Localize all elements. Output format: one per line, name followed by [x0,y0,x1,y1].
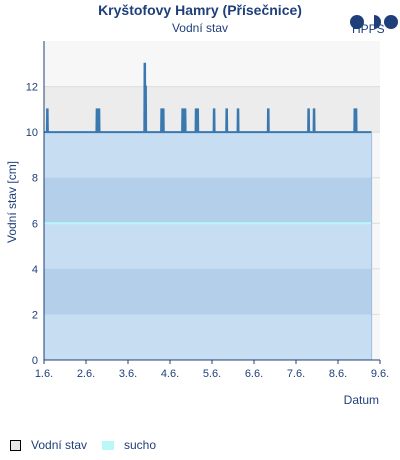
legend-label-vodni-stav: Vodní stav [31,438,88,452]
x-tick-label: 5.6. [203,368,221,380]
plot-band-upper [44,86,380,133]
legend-item-sucho[interactable]: sucho [102,438,156,452]
area-band [44,268,372,315]
legend-swatch-vodni-stav [10,439,21,451]
legend-item-vodni-stav[interactable]: Vodní stav [10,438,87,452]
x-tick-label: 6.6. [245,368,263,380]
x-tick-label: 2.6. [77,368,95,380]
logo-text: HPPS [352,22,385,36]
y-tick-label: 4 [32,264,38,276]
y-axis-label: Vodní stav [cm] [5,161,19,243]
hpps-logo-icon [350,15,398,29]
y-tick-label: 10 [26,127,38,139]
series-line [44,62,372,134]
y-tick-label: 6 [32,218,38,230]
x-tick-label: 7.6. [287,368,305,380]
x-axis-label: Datum [344,393,379,407]
x-tick-label: 8.6. [329,368,347,380]
x-tick-label: 4.6. [161,368,179,380]
y-tick-label: 12 [26,82,38,94]
x-tick-label: 3.6. [119,368,137,380]
x-tick-label: 1.6. [35,368,53,380]
y-tick-labels: 0 2 4 6 8 10 12 [26,82,38,367]
series-area [44,62,373,361]
y-tick-label: 0 [32,355,38,367]
legend-swatch-sucho [102,440,114,450]
y-tick-label: 8 [32,173,38,185]
x-tick-labels: 1.6. 2.6. 3.6. 4.6. 5.6. 6.6. 7.6. 8.6. 9.6. [35,360,389,380]
area-band [44,177,372,224]
legend-label-sucho: sucho [124,438,157,452]
x-tick-label: 9.6. [371,368,389,380]
chart-title: Kryštofovy Hamry (Přísečnice) [98,2,302,18]
y-tick-label: 2 [32,309,38,321]
chart-subtitle: Vodní stav [171,21,229,35]
